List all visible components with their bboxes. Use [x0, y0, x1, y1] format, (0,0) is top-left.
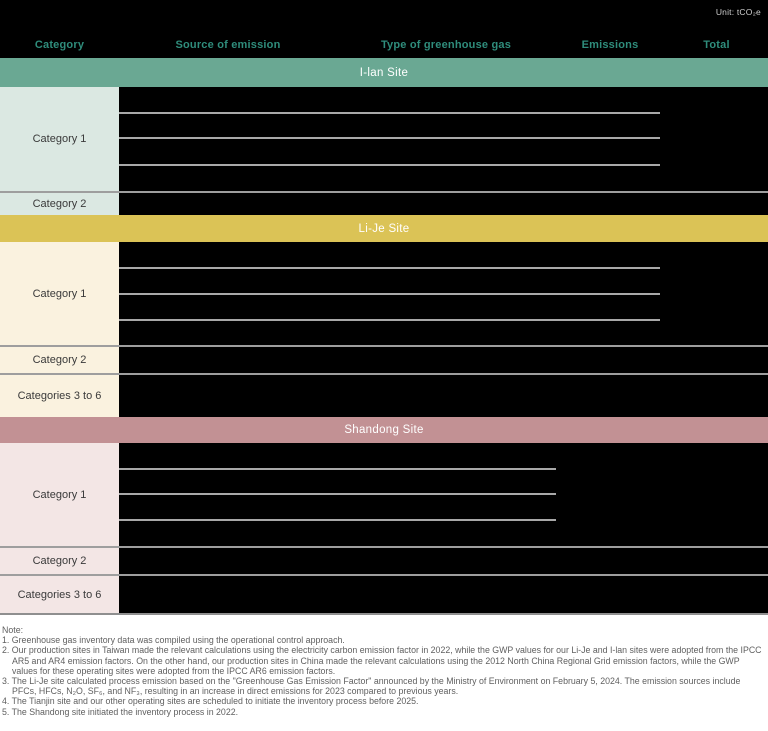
ilan-category-1-redacted-data: [119, 87, 768, 191]
column-header-type-of-greenhouse-gas: Type of greenhouse gas: [380, 39, 512, 51]
row-divider: [119, 493, 556, 495]
lije-categories-3-to-6-row: Categories 3 to 6: [0, 373, 768, 417]
note-item-1: 1. Greenhouse gas inventory data was com…: [2, 635, 345, 646]
shandong-category-2-label: Category 2: [0, 548, 119, 574]
note-item-5: 5. The Shandong site initiated the inven…: [2, 706, 239, 717]
notes-section: Note: 1. Greenhouse gas inventory data w…: [0, 615, 768, 717]
lije-category-2-label: Category 2: [0, 347, 119, 373]
ilan-category-1-rowgroup: Category 1: [0, 87, 768, 191]
row-divider: [119, 137, 660, 139]
shandong-categories-3-to-6-label: Categories 3 to 6: [0, 576, 119, 613]
lije-categories-3-to-6-redacted-data: [119, 375, 768, 417]
row-divider: [119, 468, 556, 470]
row-divider: [119, 319, 660, 321]
site-band-lije: Li-Je Site: [0, 215, 768, 242]
row-divider: [119, 293, 660, 295]
shandong-categories-3-to-6-redacted-data: [119, 576, 768, 613]
shandong-category-1-label: Category 1: [0, 443, 119, 546]
lije-category-1-label: Category 1: [0, 242, 119, 345]
ilan-category-2-redacted-data: [119, 193, 768, 215]
column-header-row: Category Source of emission Type of gree…: [0, 32, 768, 58]
site-band-shandong: Shandong Site: [0, 417, 768, 443]
unit-label: Unit: tCO₂e: [715, 7, 761, 17]
row-divider: [119, 112, 660, 114]
lije-category-1-rowgroup: Category 1: [0, 242, 768, 345]
column-header-emissions: Emissions: [581, 39, 639, 51]
shandong-category-2-redacted-data: [119, 548, 768, 574]
row-divider: [119, 267, 660, 269]
ilan-category-2-label: Category 2: [0, 193, 119, 215]
note-item-4: 4. The Tianjin site and our other operat…: [2, 696, 419, 707]
note-item-3: 3. The Li-Je site calculated process emi…: [2, 676, 741, 697]
table-header-band: Unit: tCO₂e Category Source of emission …: [0, 0, 768, 58]
site-band-ilan: I-lan Site: [0, 58, 768, 87]
lije-categories-3-to-6-label: Categories 3 to 6: [0, 375, 119, 417]
column-header-source-of-emission: Source of emission: [175, 39, 281, 51]
shandong-category-2-row: Category 2: [0, 546, 768, 574]
notes-title: Note:: [2, 625, 24, 635]
lije-category-1-redacted-data: [119, 242, 768, 345]
ilan-category-2-row: Category 2: [0, 191, 768, 215]
column-header-total: Total: [703, 39, 730, 51]
shandong-categories-3-to-6-row: Categories 3 to 6: [0, 574, 768, 615]
ilan-category-1-label: Category 1: [0, 87, 119, 191]
row-divider: [119, 164, 660, 166]
shandong-category-1-rowgroup: Category 1: [0, 443, 768, 546]
note-item-2: 2. Our production sites in Taiwan made t…: [2, 645, 762, 676]
column-header-category: Category: [34, 39, 85, 51]
row-divider: [119, 519, 556, 521]
lije-category-2-row: Category 2: [0, 345, 768, 373]
lije-category-2-redacted-data: [119, 347, 768, 373]
shandong-category-1-redacted-data: [119, 443, 768, 546]
